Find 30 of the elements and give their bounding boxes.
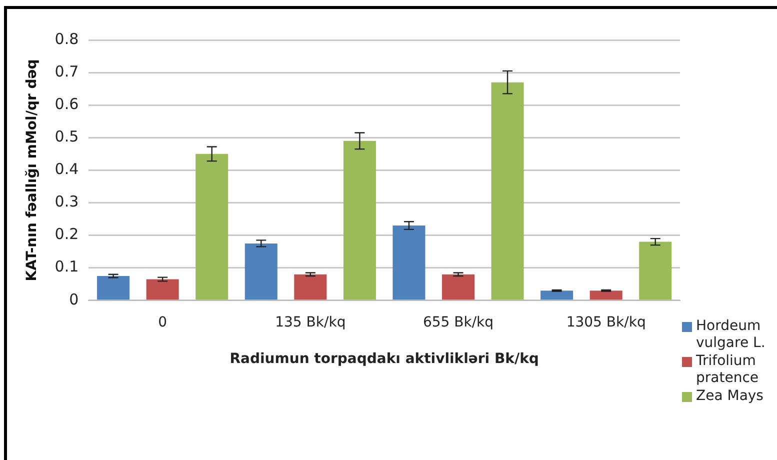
bar	[244, 243, 278, 300]
bar	[294, 274, 327, 300]
y-tick-label: 0.3	[54, 192, 79, 211]
bar	[343, 140, 376, 300]
x-axis-title: Radiumun torpaqdakı aktivlikləri Bk/kq	[230, 351, 539, 368]
legend-label: Trifolium pratence	[696, 353, 760, 387]
bar	[442, 274, 475, 300]
bar	[639, 242, 672, 300]
y-tick-label: 0.1	[54, 258, 79, 276]
y-tick-label: 0.5	[54, 128, 79, 146]
bar	[392, 226, 426, 300]
y-tick-label: 0.6	[54, 94, 79, 113]
y-tick-label: 0	[69, 290, 79, 308]
bar	[590, 290, 622, 300]
y-tick-label: 0.4	[54, 160, 79, 178]
y-axis-title: KAT-nın fəallığı mMol/qr dəq	[24, 59, 40, 282]
x-tick-label: 135 Bk/kq	[275, 314, 346, 330]
legend-label: Hordeum vulgare L.	[696, 318, 766, 352]
x-tick-label: 1305 Bk/kq	[566, 314, 646, 330]
x-tick-label: 655 Bk/kq	[422, 314, 494, 330]
y-tick-label: 0.2	[54, 225, 79, 244]
x-tick-label: 0	[158, 314, 168, 330]
legend-label: Zea Mays	[696, 388, 764, 405]
y-tick-label: 0.8	[54, 30, 79, 48]
bar	[196, 154, 228, 300]
bar	[146, 279, 179, 300]
y-tick-label: 0.7	[54, 62, 79, 80]
bar	[97, 276, 130, 300]
bar	[491, 82, 524, 300]
bar	[540, 290, 574, 300]
